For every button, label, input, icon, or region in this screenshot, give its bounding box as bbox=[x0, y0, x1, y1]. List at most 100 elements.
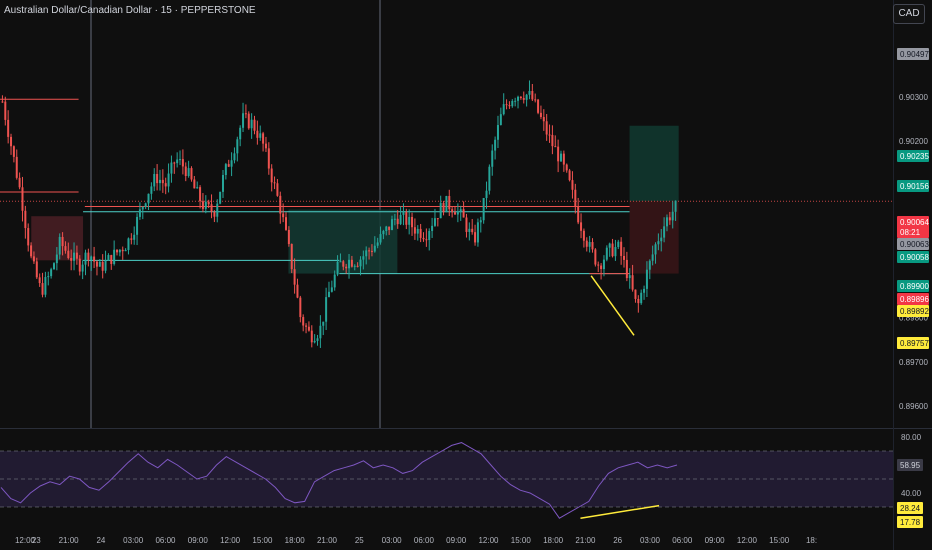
candle-body bbox=[187, 168, 190, 177]
candle-body bbox=[370, 250, 373, 252]
candle-body bbox=[620, 241, 623, 256]
candle-body bbox=[247, 113, 250, 129]
candle-body bbox=[660, 237, 663, 242]
price-tag-label: 0.90235 bbox=[900, 152, 929, 161]
candle-body bbox=[557, 146, 560, 162]
candle-body bbox=[90, 256, 93, 260]
candle-body bbox=[78, 258, 81, 272]
candle-body bbox=[368, 250, 371, 252]
candle-body bbox=[224, 164, 227, 176]
time-tick-label: 21:00 bbox=[59, 536, 80, 545]
candle-body bbox=[408, 216, 411, 225]
candle-body bbox=[439, 202, 442, 219]
candle-body bbox=[93, 256, 96, 262]
currency-button[interactable]: CAD bbox=[893, 4, 925, 24]
candle-body bbox=[505, 104, 508, 106]
candle-body bbox=[365, 250, 368, 257]
candle-body bbox=[496, 125, 499, 140]
candle-body bbox=[350, 259, 353, 267]
candle-body bbox=[356, 265, 359, 267]
candle-body bbox=[648, 260, 651, 270]
candle-body bbox=[153, 173, 156, 187]
candle-body bbox=[534, 99, 537, 101]
time-tick-label: 26 bbox=[613, 536, 622, 545]
candle-body bbox=[147, 193, 150, 204]
candle-body bbox=[411, 216, 414, 228]
candle-body bbox=[325, 297, 328, 322]
candle-body bbox=[38, 277, 41, 284]
time-tick-label: 06:00 bbox=[414, 536, 435, 545]
candle-body bbox=[118, 249, 121, 253]
candle-body bbox=[199, 187, 202, 202]
candle-body bbox=[7, 119, 10, 137]
candle-body bbox=[580, 222, 583, 231]
candle-body bbox=[628, 275, 631, 279]
candle-body bbox=[73, 252, 76, 261]
candle-body bbox=[594, 249, 597, 265]
price-tick-label: 0.90200 bbox=[899, 137, 928, 146]
price-tag-label: 0.90156 bbox=[900, 182, 929, 191]
candle-body bbox=[270, 168, 273, 183]
candle-body bbox=[671, 211, 674, 221]
price-tag bbox=[897, 293, 929, 305]
candle-body bbox=[539, 112, 542, 118]
candle-body bbox=[81, 264, 84, 272]
candle-body bbox=[24, 210, 27, 229]
candle-body bbox=[296, 284, 299, 298]
time-tick-label: 18:00 bbox=[543, 536, 564, 545]
candle-body bbox=[144, 203, 147, 208]
candle-body bbox=[44, 277, 47, 295]
price-tag bbox=[897, 337, 929, 349]
candle-body bbox=[319, 325, 322, 339]
stop-zone bbox=[629, 201, 679, 274]
price-tick-label: 0.89600 bbox=[899, 402, 928, 411]
candle-body bbox=[514, 100, 517, 102]
candle-body bbox=[393, 218, 396, 220]
candle-body bbox=[537, 99, 540, 113]
candle-body bbox=[219, 191, 222, 204]
candle-body bbox=[299, 297, 302, 318]
candle-body bbox=[104, 260, 107, 271]
price-tag bbox=[897, 280, 929, 292]
candle-body bbox=[373, 245, 376, 252]
candle-body bbox=[150, 186, 153, 194]
candle-body bbox=[413, 227, 416, 234]
candle-body bbox=[597, 264, 600, 266]
time-tick-label: 03:00 bbox=[382, 536, 403, 545]
candle-body bbox=[15, 156, 18, 178]
candle-body bbox=[313, 340, 316, 343]
time-tick-label: 03:00 bbox=[123, 536, 144, 545]
candle-body bbox=[64, 246, 67, 251]
rsi-tick-label: 80.00 bbox=[901, 433, 922, 442]
candle-body bbox=[634, 289, 637, 299]
candle-body bbox=[382, 230, 385, 235]
candle-body bbox=[50, 269, 53, 277]
candle-body bbox=[58, 236, 61, 255]
candle-body bbox=[287, 229, 290, 245]
candle-body bbox=[279, 195, 282, 214]
candle-body bbox=[562, 153, 565, 165]
candle-body bbox=[502, 104, 505, 115]
candle-body bbox=[456, 211, 459, 215]
candle-body bbox=[121, 249, 124, 252]
time-tick-label: 21:00 bbox=[575, 536, 596, 545]
price-tag bbox=[897, 216, 929, 228]
candle-body bbox=[668, 217, 671, 221]
candle-body bbox=[262, 133, 265, 144]
candle-body bbox=[316, 338, 319, 341]
candle-body bbox=[665, 217, 668, 227]
candle-body bbox=[431, 225, 434, 231]
candle-body bbox=[322, 321, 325, 326]
candle-body bbox=[522, 98, 525, 100]
candle-body bbox=[55, 254, 58, 264]
candle-body bbox=[179, 159, 182, 161]
candle-body bbox=[75, 252, 78, 259]
time-tick-label: 25 bbox=[355, 536, 364, 545]
candle-body bbox=[67, 250, 70, 259]
candle-body bbox=[267, 148, 270, 169]
rsi-tag bbox=[897, 516, 923, 528]
price-tag bbox=[897, 48, 929, 60]
candle-body bbox=[250, 119, 253, 129]
